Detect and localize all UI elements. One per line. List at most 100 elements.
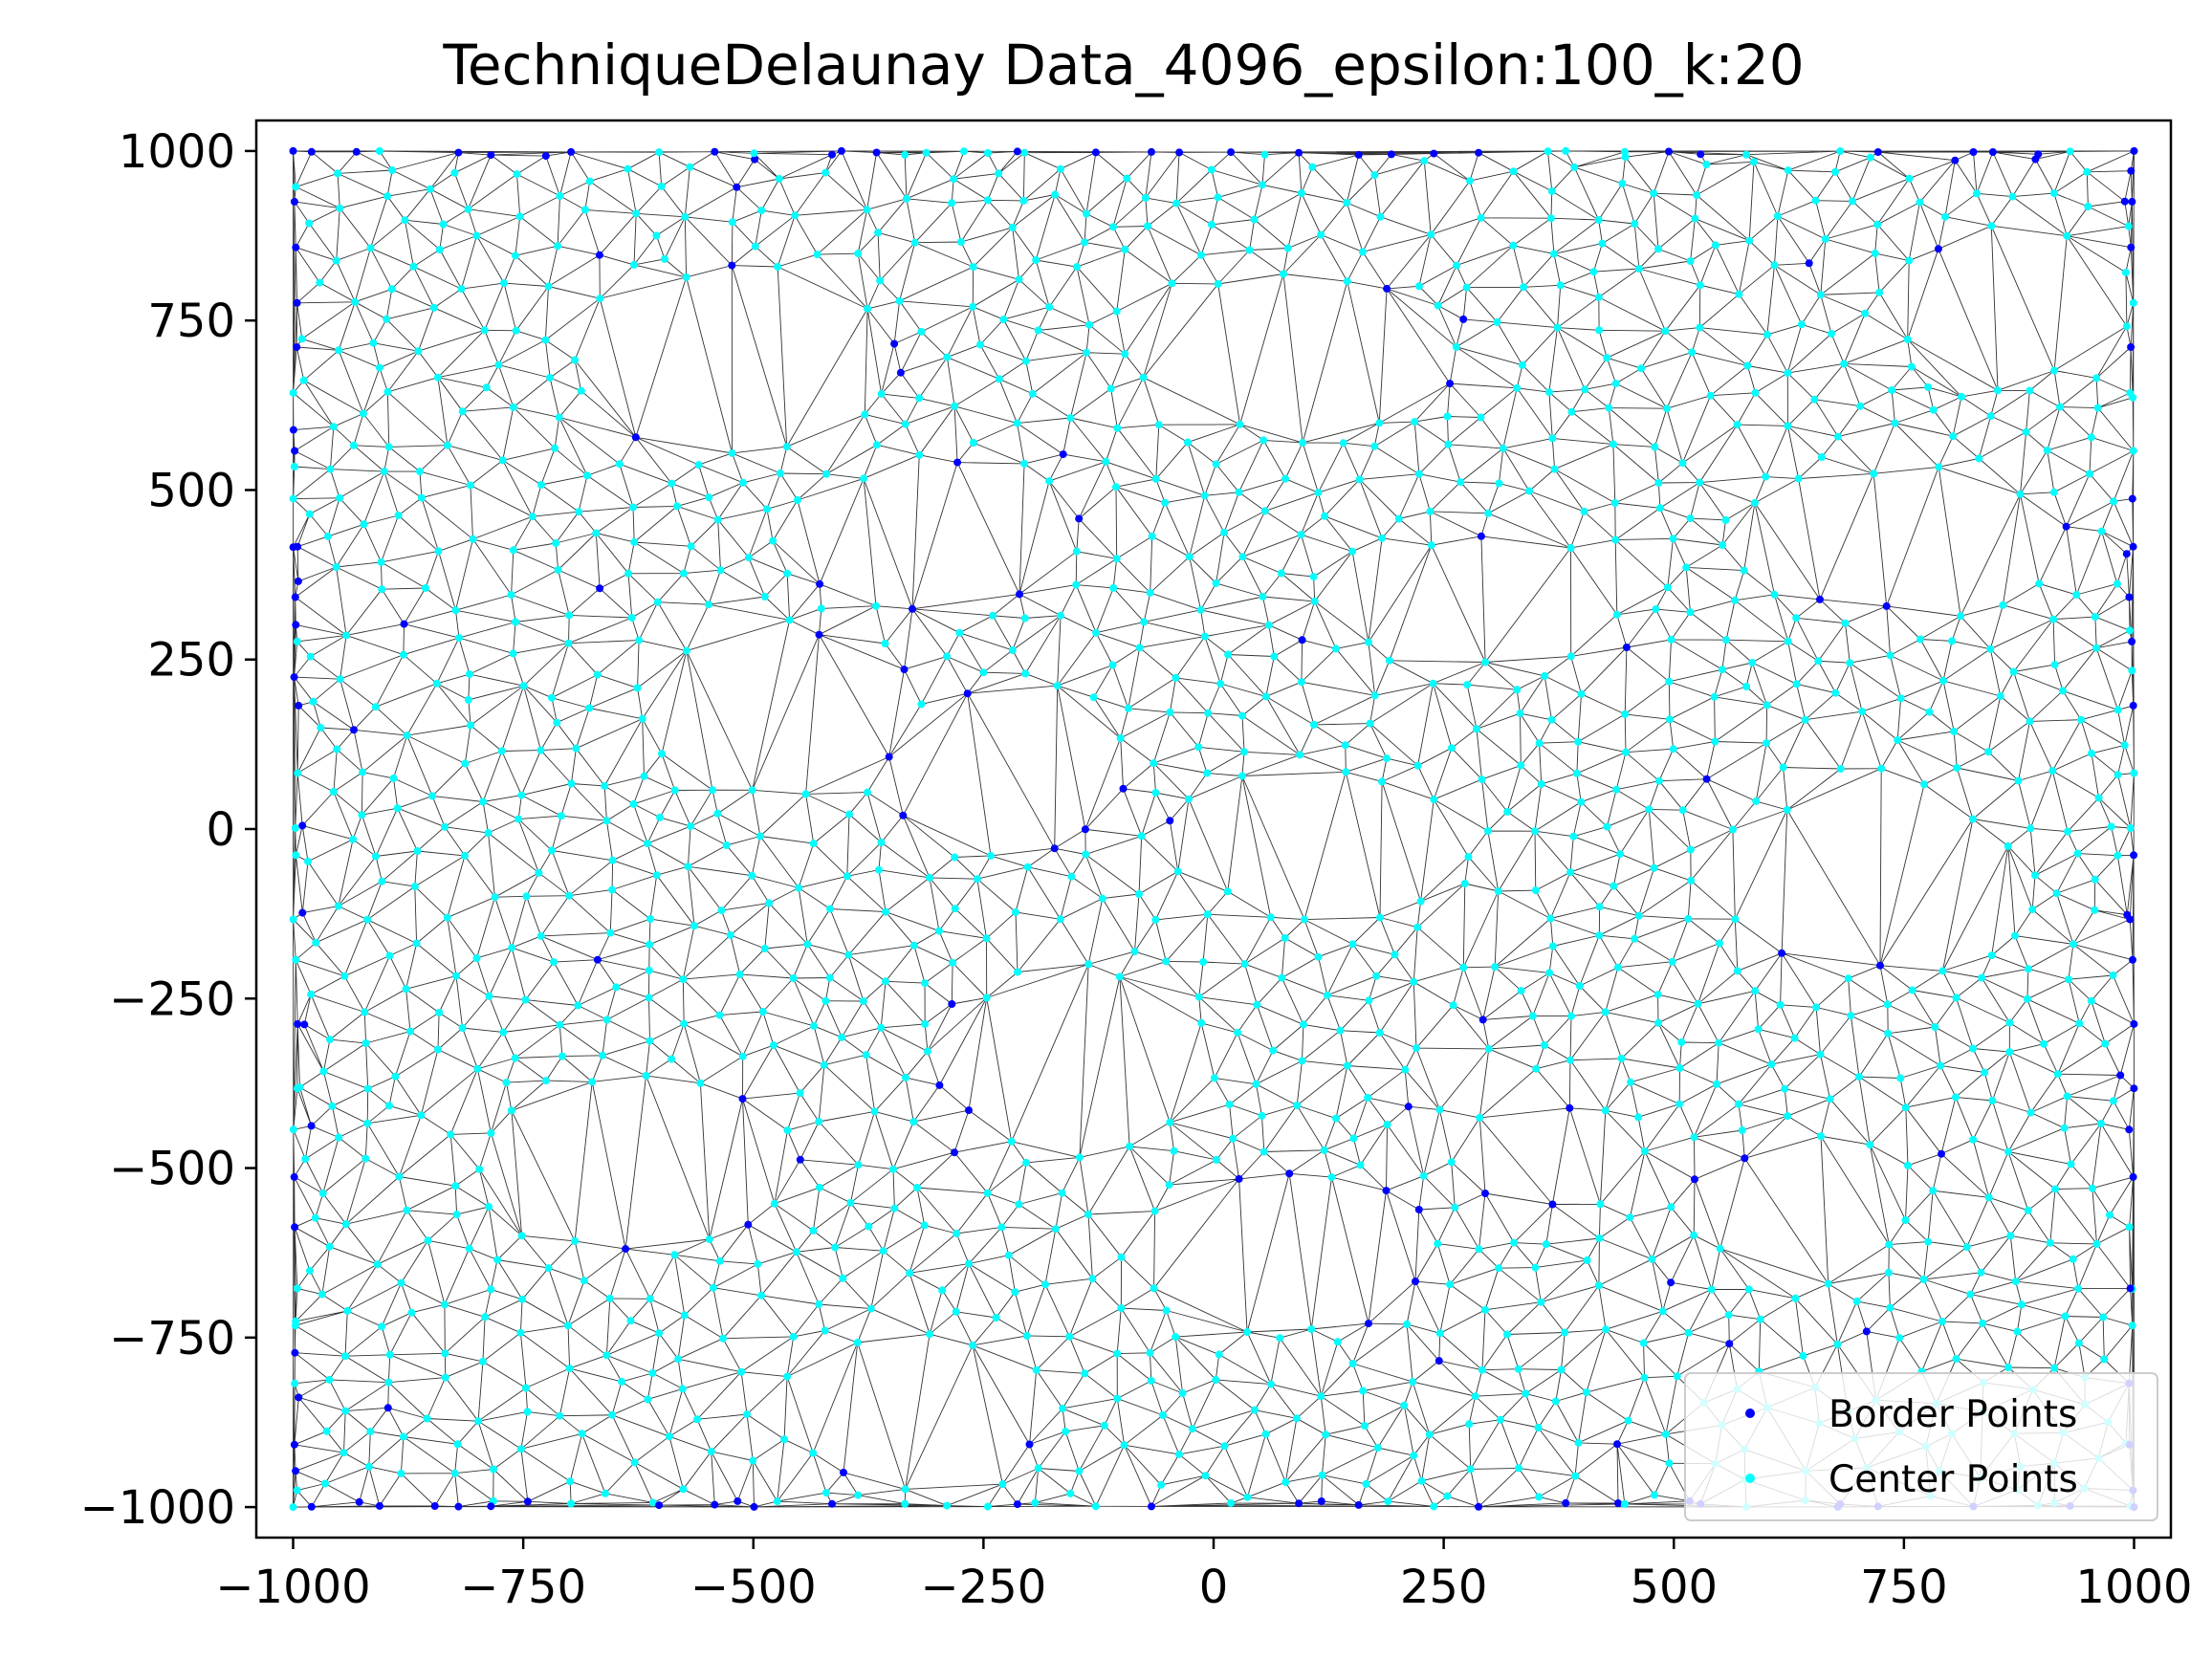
center-point xyxy=(1654,776,1663,785)
center-point xyxy=(1336,1026,1345,1035)
center-point xyxy=(1525,487,1534,495)
center-point xyxy=(1939,676,1947,685)
center-point xyxy=(1601,1106,1610,1115)
center-point xyxy=(1634,911,1643,920)
center-point xyxy=(1896,1074,1905,1082)
border-point xyxy=(750,1502,758,1511)
center-point xyxy=(512,618,519,626)
center-point xyxy=(1833,1340,1842,1348)
center-point xyxy=(383,387,392,396)
center-point xyxy=(882,977,889,986)
center-point xyxy=(1203,910,1212,919)
center-point xyxy=(1051,1225,1060,1234)
center-point xyxy=(1410,977,1418,986)
border-point xyxy=(2126,915,2135,924)
center-point xyxy=(901,150,909,159)
border-point xyxy=(1691,1175,1698,1184)
center-point xyxy=(1057,611,1065,620)
center-point xyxy=(1376,913,1384,922)
center-point xyxy=(1194,993,1203,1001)
center-point xyxy=(1617,1054,1626,1062)
border-point xyxy=(375,1501,383,1510)
center-point xyxy=(1065,1332,1074,1341)
center-point xyxy=(602,1016,611,1024)
center-point xyxy=(2026,1108,2035,1117)
center-point xyxy=(1742,683,1751,690)
center-point xyxy=(490,1465,497,1474)
center-point xyxy=(2069,1255,2077,1263)
center-point xyxy=(715,1256,724,1265)
center-point xyxy=(722,841,731,849)
center-point xyxy=(1750,158,1758,166)
center-point xyxy=(2072,591,2081,599)
center-point xyxy=(452,972,460,980)
center-point xyxy=(657,182,666,190)
center-point xyxy=(341,1352,349,1361)
border-point xyxy=(1697,150,1705,159)
center-point xyxy=(1711,737,1719,746)
center-point xyxy=(1201,1472,1210,1480)
border-point xyxy=(2127,243,2135,251)
center-point xyxy=(670,786,679,795)
border-point xyxy=(1387,150,1395,159)
center-point xyxy=(1452,342,1460,351)
center-point xyxy=(1715,1038,1723,1047)
center-point xyxy=(1184,438,1192,447)
center-point xyxy=(1430,1502,1438,1511)
legend-label-center-points: Center Points xyxy=(1829,1458,2078,1501)
center-point xyxy=(1159,1411,1167,1419)
center-point xyxy=(979,668,988,677)
center-point xyxy=(1237,772,1246,780)
center-point xyxy=(923,1047,931,1056)
center-point xyxy=(2126,388,2135,397)
center-point xyxy=(606,928,615,937)
border-point xyxy=(896,368,905,377)
center-point xyxy=(1661,1430,1670,1438)
center-point xyxy=(1651,443,1659,451)
border-point xyxy=(1614,1499,1622,1507)
center-point xyxy=(1799,1351,1807,1360)
center-point xyxy=(1814,657,1823,666)
center-point xyxy=(306,1266,314,1275)
center-point xyxy=(451,1182,460,1190)
center-point xyxy=(1185,795,1193,803)
border-point xyxy=(289,426,297,434)
center-point xyxy=(1810,395,1819,404)
center-point xyxy=(1686,514,1695,523)
center-point xyxy=(1456,478,1465,487)
center-point xyxy=(1594,293,1603,301)
center-point xyxy=(397,1469,405,1477)
center-point xyxy=(1968,815,1977,823)
border-point xyxy=(541,152,550,161)
border-point xyxy=(1404,1103,1413,1111)
center-point xyxy=(1816,1050,1825,1059)
center-point xyxy=(1611,535,1620,544)
center-point xyxy=(1032,256,1040,264)
center-point xyxy=(826,905,834,913)
center-point xyxy=(1620,1499,1629,1508)
legend-marker-border-points xyxy=(1745,1409,1755,1418)
center-point xyxy=(289,494,297,503)
center-point xyxy=(1544,388,1553,397)
center-point xyxy=(542,1077,550,1085)
center-point xyxy=(951,905,959,913)
center-point xyxy=(393,804,402,813)
center-point xyxy=(1696,478,1704,487)
center-point xyxy=(1459,963,1468,972)
center-point xyxy=(292,955,300,964)
center-point xyxy=(409,262,418,271)
center-point xyxy=(1084,1211,1092,1218)
border-point xyxy=(1805,259,1813,268)
center-point xyxy=(774,263,782,271)
border-point xyxy=(291,593,299,601)
border-point xyxy=(596,584,604,593)
center-point xyxy=(645,994,653,1002)
center-point xyxy=(780,1435,789,1444)
center-point xyxy=(1473,725,1480,733)
center-point xyxy=(1929,1187,1938,1195)
center-point xyxy=(1938,967,1947,975)
center-point xyxy=(1762,472,1770,481)
center-point xyxy=(2056,403,2064,411)
border-point xyxy=(655,1501,664,1510)
center-point xyxy=(998,1480,1007,1489)
